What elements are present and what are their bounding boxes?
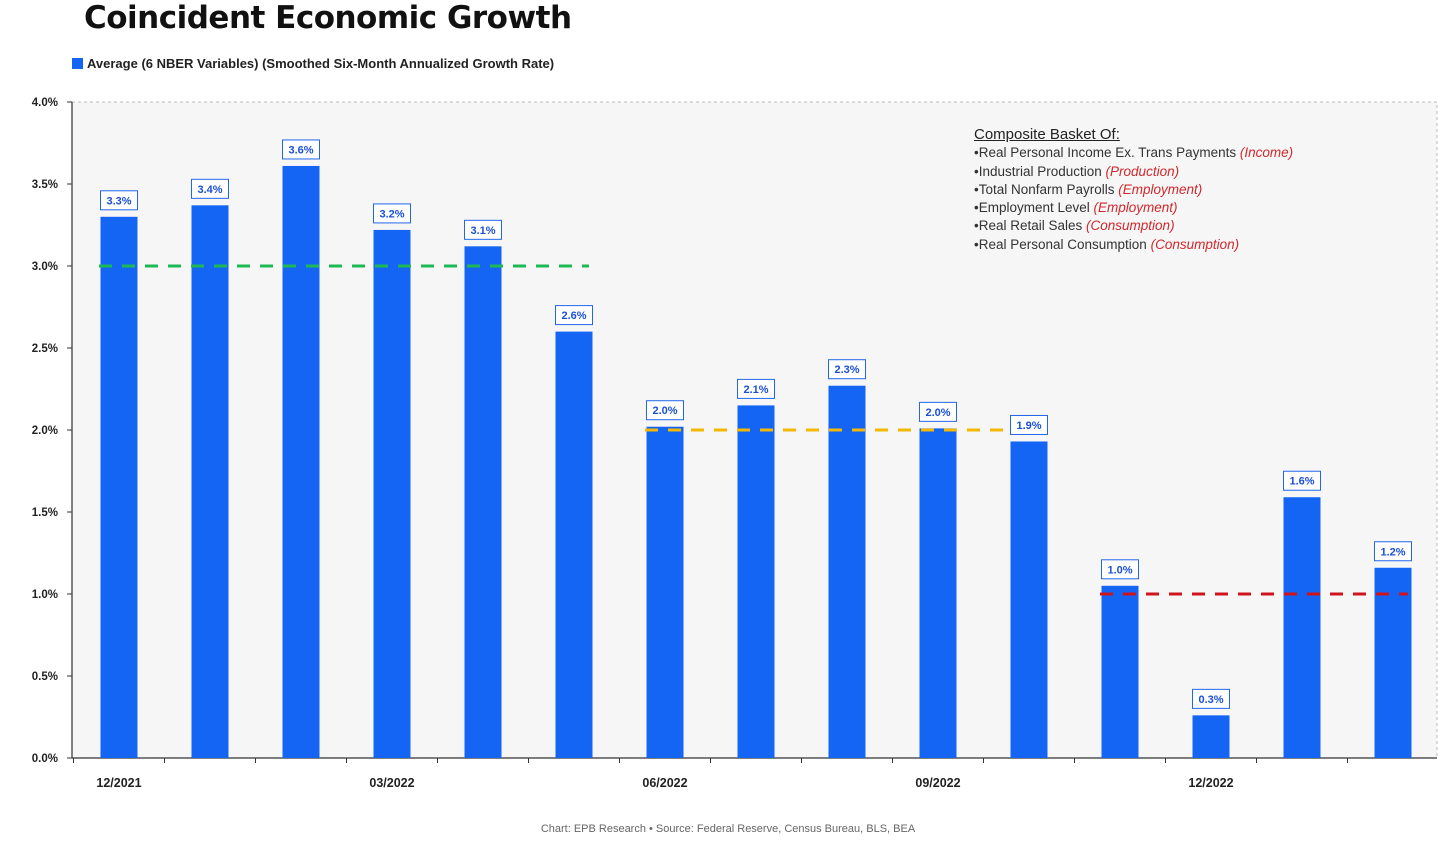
- bar: [1374, 567, 1412, 758]
- bar: [1192, 715, 1230, 758]
- data-label: 3.4%: [197, 184, 222, 196]
- basket-item-text: •Employment Level: [974, 200, 1094, 216]
- data-label-box: [1283, 470, 1321, 491]
- data-label-box: [646, 400, 684, 421]
- basket-item-category: (Employment): [1118, 181, 1203, 197]
- x-tick-label: 12/2021: [96, 776, 141, 790]
- basket-item-text: •Real Personal Consumption: [974, 236, 1151, 252]
- legend-swatch: [72, 58, 83, 69]
- data-label-box: [373, 203, 411, 224]
- bar: [555, 331, 593, 758]
- data-label: 2.0%: [652, 405, 677, 417]
- bar: [191, 205, 229, 758]
- bar: [1101, 585, 1139, 758]
- data-label-box: [100, 190, 138, 211]
- basket-item-category: (Production): [1105, 163, 1180, 179]
- chart-source-footer: Chart: EPB Research • Source: Federal Re…: [540, 823, 916, 835]
- basket-item-category: (Consumption): [1150, 236, 1240, 252]
- basket-item: •Real Personal Income Ex. Trans Payments…: [974, 144, 1293, 162]
- y-tick-label: 1.0%: [32, 589, 58, 601]
- x-tick-label: 09/2022: [915, 776, 960, 790]
- data-label-box: [1192, 688, 1230, 709]
- y-tick-label: 0.5%: [32, 671, 58, 683]
- data-label-box: [919, 401, 957, 422]
- bar: [373, 229, 411, 759]
- chart-title: Coincident Economic Growth: [84, 0, 572, 36]
- data-label: 3.1%: [470, 225, 495, 237]
- basket-item-text: •Real Retail Sales: [974, 218, 1087, 234]
- basket-item: •Real Personal Consumption (Consumption): [974, 236, 1293, 254]
- bar: [919, 428, 957, 758]
- basket-item-category: (Consumption): [1086, 218, 1175, 234]
- data-label-box: [464, 219, 502, 240]
- bar: [1010, 441, 1048, 758]
- bar: [646, 426, 684, 758]
- bar: [464, 246, 502, 758]
- data-label: 0.3%: [1198, 694, 1223, 706]
- data-label: 1.9%: [1016, 420, 1041, 432]
- y-tick-label: 4.0%: [32, 97, 58, 109]
- data-label-box: [555, 305, 593, 326]
- x-tick-label: 03/2022: [369, 776, 414, 790]
- data-label: 3.3%: [106, 195, 131, 207]
- bar: [828, 385, 866, 758]
- bar: [1283, 497, 1321, 758]
- data-label-box: [1101, 559, 1139, 580]
- basket-item: •Total Nonfarm Payrolls (Employment): [974, 181, 1293, 199]
- y-tick-label: 3.0%: [32, 261, 58, 273]
- y-tick-label: 2.0%: [32, 425, 58, 437]
- legend-label: Average (6 NBER Variables) (Smoothed Six…: [87, 56, 555, 71]
- data-label-box: [1374, 541, 1412, 562]
- data-label-box: [282, 139, 320, 160]
- basket-item-category: (Employment): [1093, 200, 1178, 216]
- x-tick-label: 06/2022: [642, 776, 687, 790]
- chart-legend: Average (6 NBER Variables) (Smoothed Six…: [72, 56, 554, 71]
- data-label: 2.1%: [743, 384, 768, 396]
- data-label: 2.3%: [834, 364, 859, 376]
- data-label: 1.2%: [1380, 546, 1405, 558]
- data-label: 1.6%: [1289, 476, 1314, 488]
- bar: [737, 405, 775, 758]
- data-label: 3.2%: [379, 208, 404, 220]
- y-tick-label: 0.0%: [32, 753, 58, 765]
- y-tick-label: 1.5%: [32, 507, 58, 519]
- basket-item-text: •Real Personal Income Ex. Trans Payments: [974, 145, 1240, 161]
- y-tick-label: 2.5%: [32, 343, 58, 355]
- basket-item-text: •Industrial Production: [974, 163, 1106, 179]
- data-label: 2.6%: [561, 310, 586, 322]
- basket-heading: Composite Basket Of:: [974, 126, 1120, 143]
- data-label-box: [828, 359, 866, 380]
- data-label-box: [1010, 414, 1048, 435]
- y-tick-label: 3.5%: [32, 179, 58, 191]
- data-label: 1.0%: [1107, 564, 1132, 576]
- basket-item: •Employment Level (Employment): [974, 199, 1293, 217]
- basket-item: •Industrial Production (Production): [974, 163, 1293, 181]
- bar: [282, 165, 320, 758]
- basket-item-category: (Income): [1239, 145, 1294, 161]
- data-label: 2.0%: [925, 407, 950, 419]
- composite-basket-annotation: Composite Basket Of: •Real Personal Inco…: [974, 126, 1293, 254]
- basket-item-text: •Total Nonfarm Payrolls: [974, 181, 1119, 197]
- data-label-box: [191, 178, 229, 199]
- data-label: 3.6%: [288, 144, 313, 156]
- x-tick-label: 12/2022: [1188, 776, 1233, 790]
- basket-item: •Real Retail Sales (Consumption): [974, 217, 1293, 235]
- bar: [100, 216, 138, 759]
- data-label-box: [737, 378, 775, 399]
